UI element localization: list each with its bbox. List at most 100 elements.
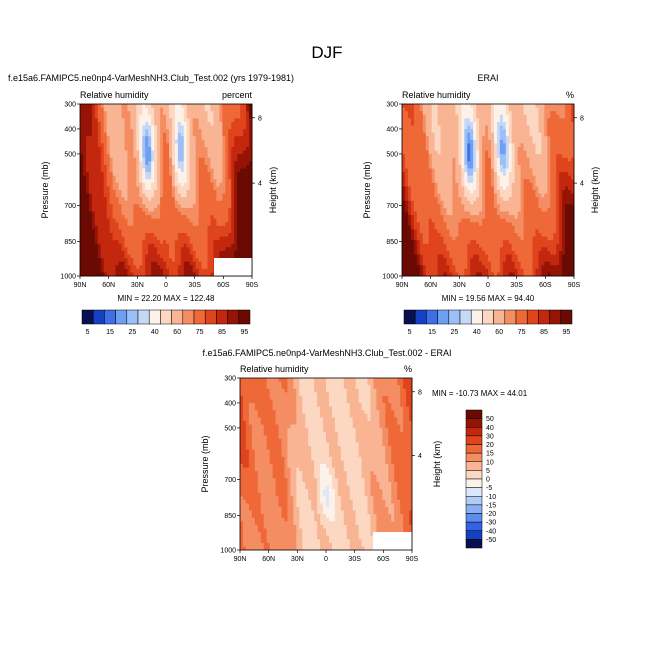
field-cell	[154, 254, 158, 259]
field-cell	[547, 175, 551, 180]
field-cell	[485, 150, 489, 155]
field-cell	[496, 129, 501, 134]
field-cell	[204, 250, 208, 255]
field-cell	[151, 268, 155, 273]
field-cell	[80, 190, 84, 194]
field-cell	[91, 136, 96, 141]
field-cell	[249, 182, 253, 187]
field-cell	[449, 118, 453, 123]
field-cell	[145, 147, 149, 151]
field-cell	[556, 222, 560, 227]
field-cell	[237, 168, 241, 173]
field-cell	[517, 172, 522, 177]
field-cell	[168, 190, 173, 194]
field-cell	[183, 204, 188, 209]
field-cell	[118, 104, 122, 108]
field-cell	[473, 186, 477, 191]
field-cell	[121, 243, 125, 248]
field-cell	[115, 139, 119, 144]
field-cell	[180, 207, 185, 212]
field-cell	[151, 186, 155, 191]
field-cell	[166, 254, 170, 259]
field-cell	[440, 157, 444, 162]
field-cell	[544, 118, 548, 123]
field-cell	[425, 190, 430, 194]
field-cell	[88, 243, 93, 248]
field-cell	[112, 175, 116, 180]
field-cell	[508, 136, 513, 141]
field-cell	[180, 143, 185, 148]
field-cell	[571, 172, 575, 177]
field-cell	[127, 143, 131, 148]
field-cell	[186, 233, 191, 237]
field-cell	[550, 197, 554, 202]
field-cell	[532, 132, 536, 137]
field-cell	[428, 236, 433, 241]
field-cell	[485, 111, 489, 116]
field-cell	[127, 240, 131, 245]
y-tick-label: 1000	[60, 274, 76, 281]
field-cell	[449, 182, 453, 187]
field-cell	[458, 107, 462, 112]
field-cell	[535, 218, 539, 223]
field-cell	[407, 114, 412, 119]
field-cell	[216, 179, 220, 184]
field-cell	[467, 143, 471, 148]
field-cell	[201, 114, 205, 119]
field-cell	[556, 139, 560, 144]
field-cell	[562, 193, 566, 198]
field-cell	[168, 240, 173, 245]
field-cell	[154, 150, 158, 155]
field-cell	[470, 200, 474, 205]
field-cell	[476, 147, 480, 151]
field-cell	[177, 258, 182, 263]
field-cell	[91, 129, 96, 134]
field-cell	[452, 161, 456, 166]
field-cell	[428, 157, 433, 162]
field-cell	[544, 143, 548, 148]
field-cell	[97, 161, 102, 166]
field-cell	[517, 204, 522, 209]
field-cell	[157, 164, 161, 169]
field-cell	[410, 150, 415, 155]
field-cell	[225, 250, 229, 255]
field-cell	[82, 179, 87, 184]
field-cell	[228, 164, 232, 169]
field-cell	[157, 247, 161, 252]
field-cell	[231, 243, 235, 248]
field-cell	[192, 272, 197, 277]
field-cell	[168, 211, 173, 216]
field-cell	[541, 229, 545, 234]
field-cell	[425, 197, 430, 202]
field-cell	[538, 211, 542, 216]
field-cell	[482, 111, 486, 116]
field-cell	[493, 207, 498, 212]
field-cell	[222, 147, 226, 151]
field-cell	[416, 121, 421, 126]
field-cell	[485, 154, 489, 159]
field-cell	[443, 197, 447, 202]
field-cell	[213, 161, 217, 166]
field-cell	[502, 222, 507, 227]
field-cell	[151, 161, 155, 166]
field-cell	[136, 204, 140, 209]
field-cell	[565, 179, 569, 184]
field-cell	[556, 197, 560, 202]
field-cell	[496, 200, 501, 205]
field-cell	[228, 193, 232, 198]
field-cell	[97, 272, 102, 277]
field-cell	[115, 204, 119, 209]
field-cell	[514, 215, 519, 220]
field-cell	[550, 132, 554, 137]
field-cell	[547, 129, 551, 134]
field-cell	[145, 139, 149, 144]
field-cell	[508, 147, 513, 151]
field-cell	[201, 161, 205, 166]
field-cell	[82, 147, 87, 151]
field-cell	[464, 218, 468, 223]
field-cell	[174, 143, 179, 148]
field-cell	[207, 254, 211, 259]
field-cell	[434, 179, 438, 184]
field-cell	[127, 236, 131, 241]
field-cell	[458, 215, 462, 220]
